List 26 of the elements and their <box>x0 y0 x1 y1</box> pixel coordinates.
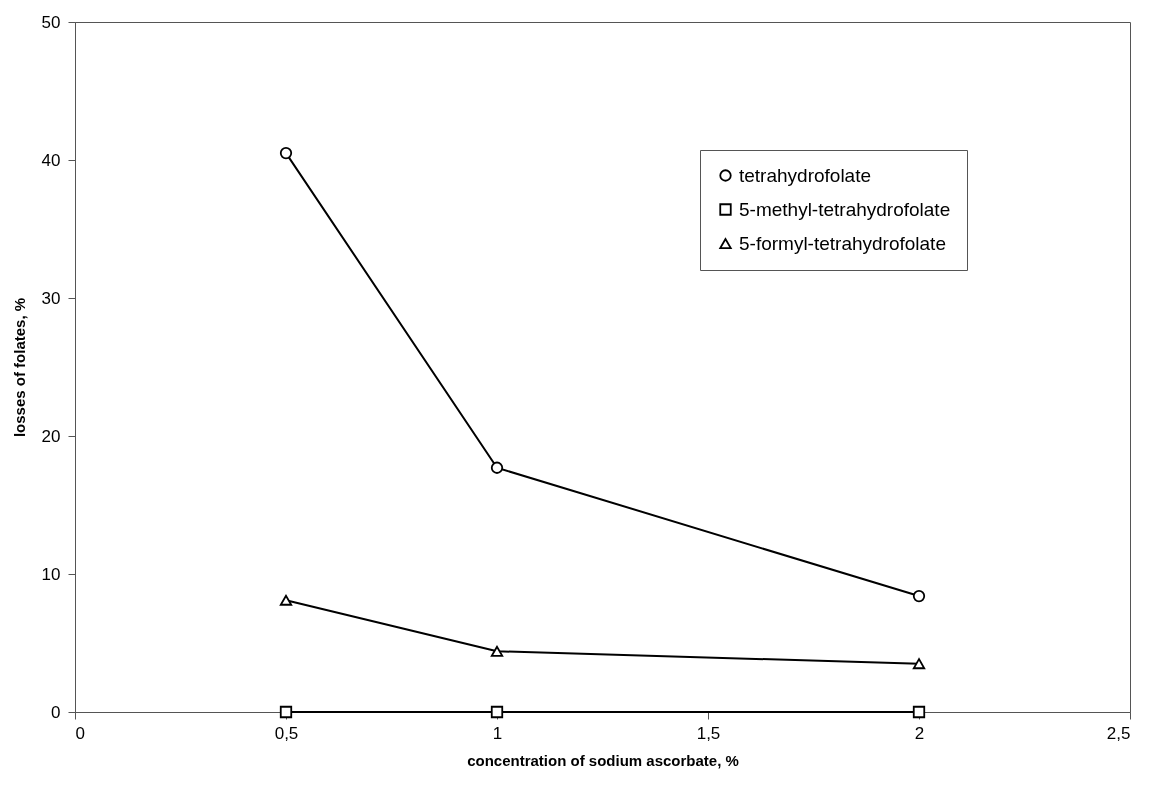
y-tick-label: 30 <box>41 288 61 308</box>
x-tick-label: 0,5 <box>274 723 299 743</box>
point <box>279 705 293 719</box>
point <box>279 146 293 160</box>
x-tick-label: 1 <box>492 723 503 743</box>
legend-label: tetrahydrofolate <box>739 164 872 186</box>
legend-label: 5-methyl-tetrahydrofolate <box>739 198 951 220</box>
point <box>912 589 926 603</box>
y-tick-label: 10 <box>41 564 61 584</box>
x-tick-label: 2 <box>914 723 925 743</box>
point <box>490 645 504 657</box>
y-tick-label: 50 <box>41 12 61 32</box>
point <box>912 705 926 719</box>
legend-label: 5-formyl-tetrahydrofolate <box>739 232 946 254</box>
x-tick-label: 2,5 <box>1106 723 1131 743</box>
y-axis-title: losses of folates, % <box>10 297 28 438</box>
x-tick-label: 0 <box>75 723 85 743</box>
point <box>279 594 293 606</box>
y-tick-label: 40 <box>41 150 61 170</box>
y-tick-label: 20 <box>41 426 61 446</box>
x-tick-label: 1,5 <box>696 723 721 743</box>
x-axis-title: concentration of sodium ascorbate, % <box>467 751 739 769</box>
point <box>912 658 926 670</box>
point <box>490 461 504 474</box>
point <box>490 705 504 719</box>
y-tick-label: 0 <box>51 702 61 722</box>
